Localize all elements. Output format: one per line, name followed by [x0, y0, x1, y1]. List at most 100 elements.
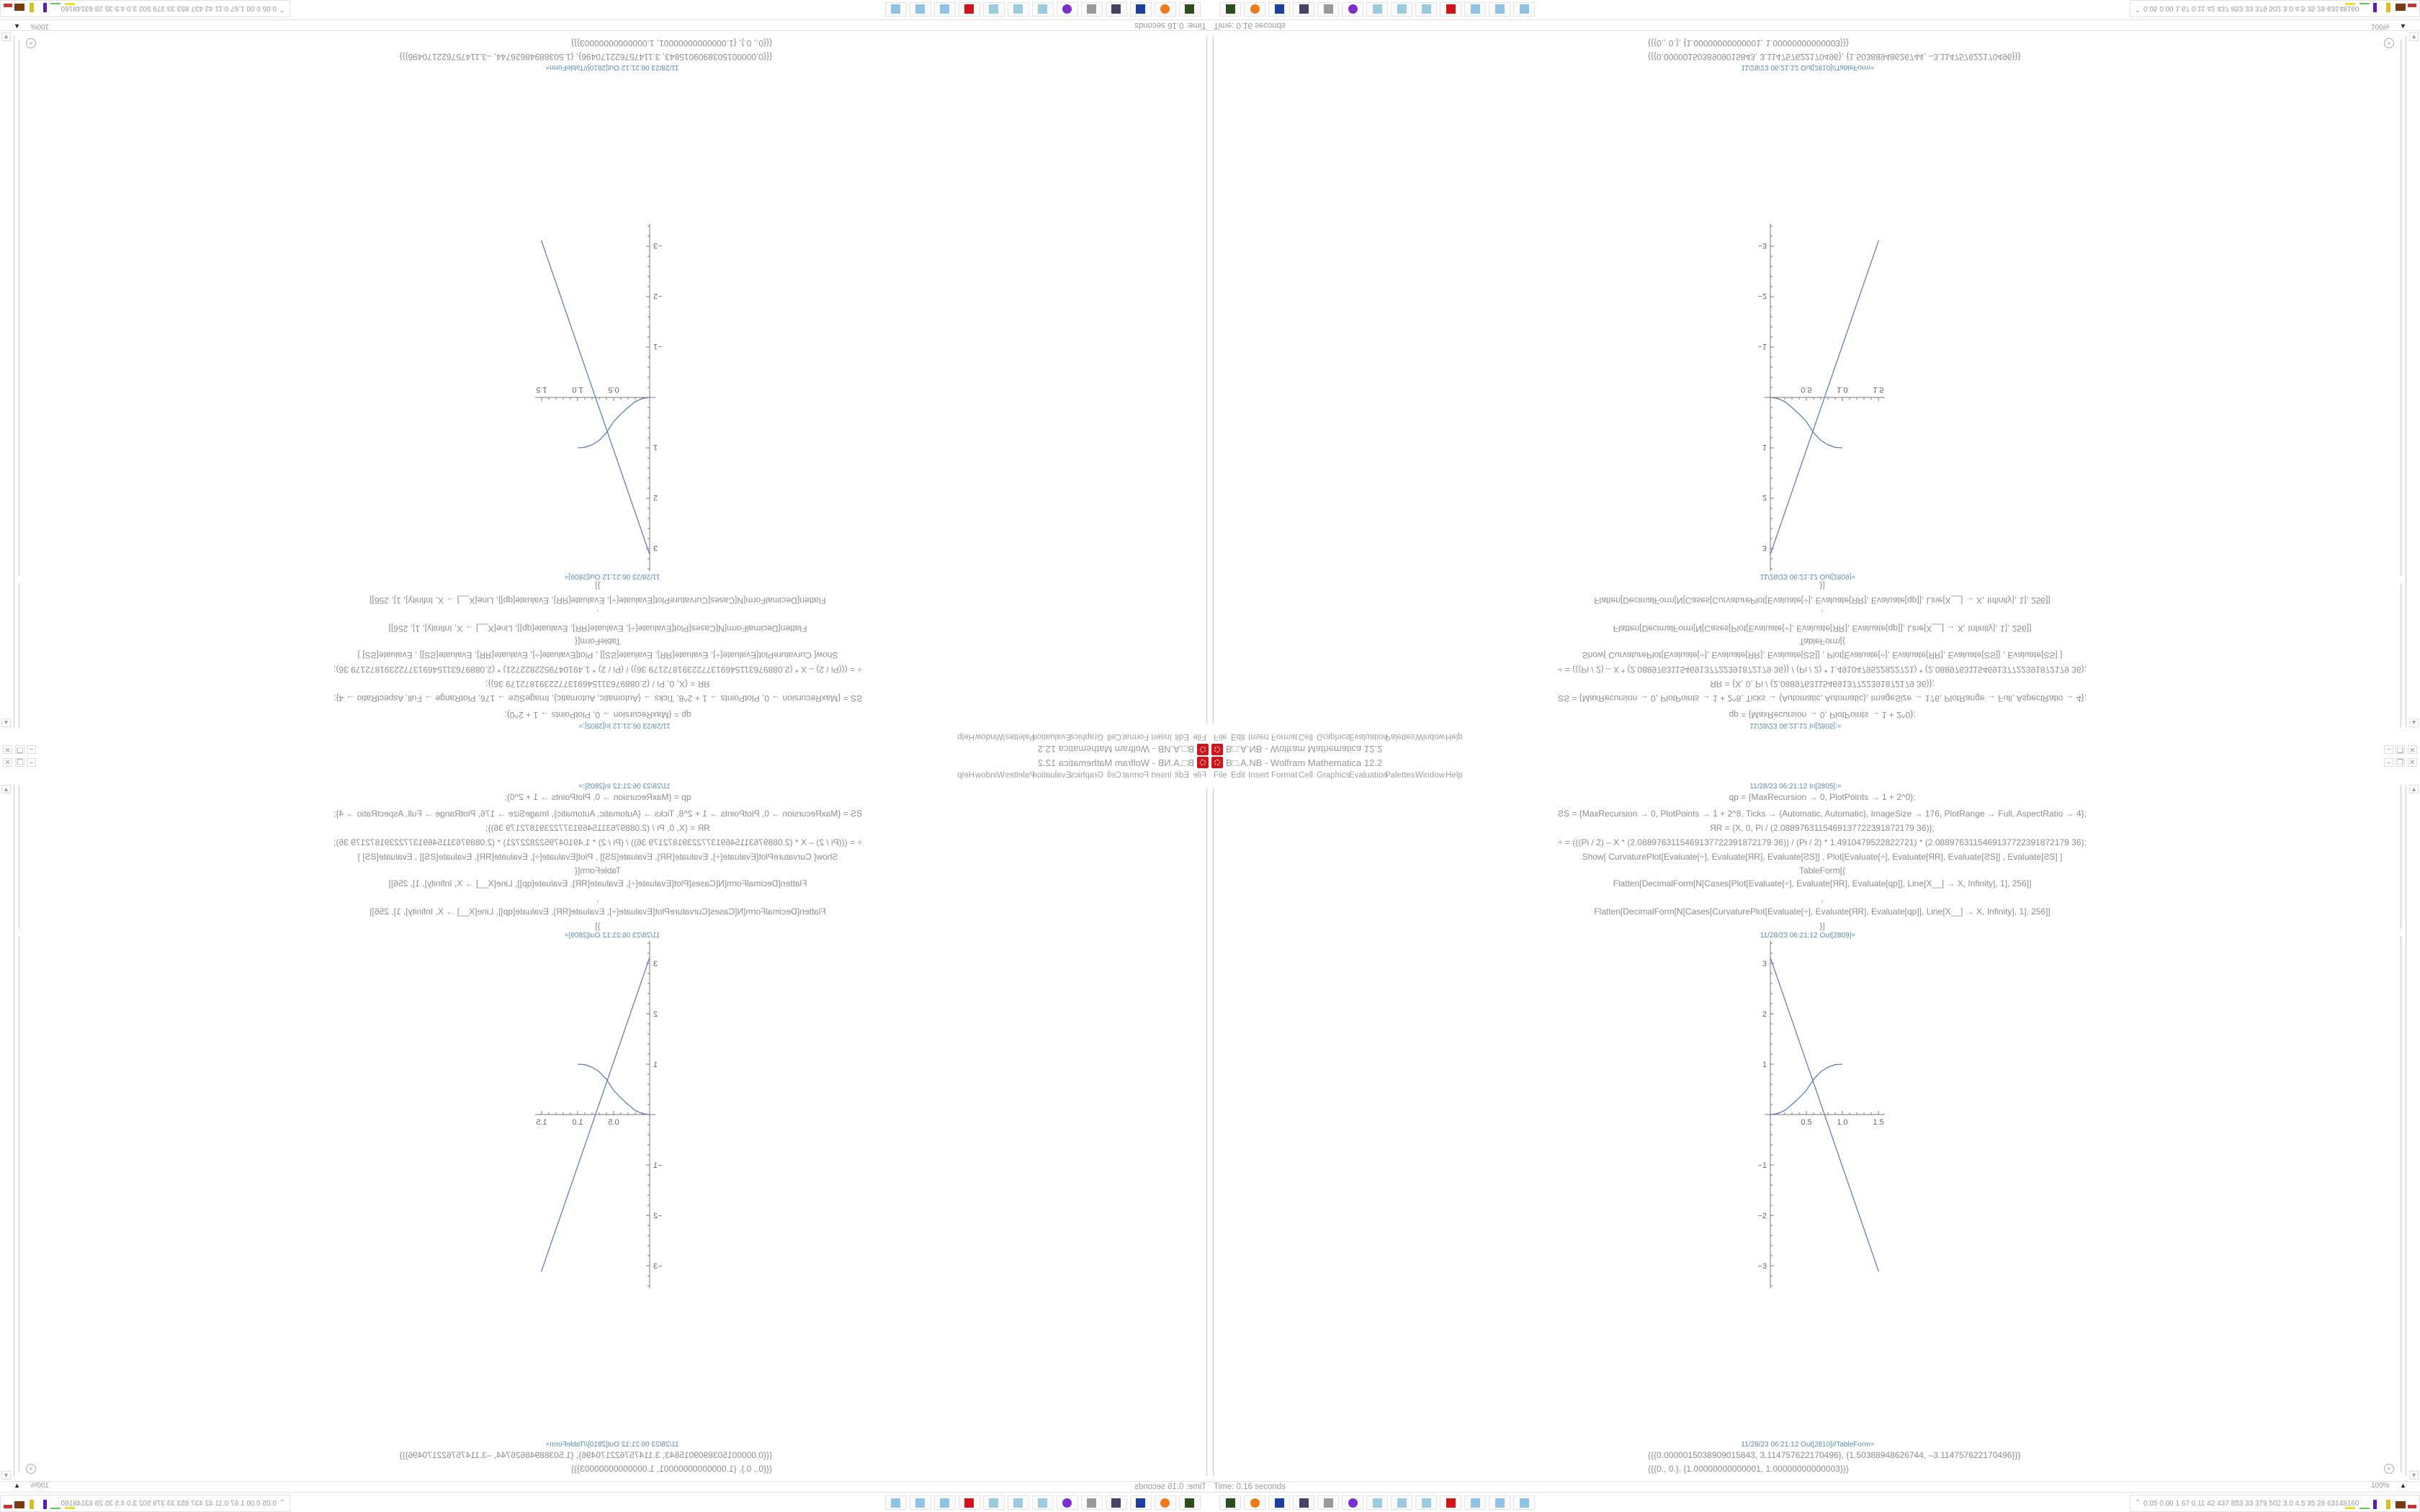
- taskbar-button[interactable]: [1081, 2, 1103, 17]
- scroll-down-button[interactable]: ▾: [1, 1471, 11, 1480]
- menu-palettes[interactable]: Palettes: [1005, 771, 1035, 780]
- code-line[interactable]: }]: [1819, 581, 1825, 591]
- code-line[interactable]: ÷ = (((Pi / 2) – X * (2.0889763115469137…: [1558, 837, 2087, 847]
- menu-evaluation[interactable]: Evaluation: [1032, 771, 1071, 780]
- chevron-up-icon[interactable]: ⌃: [279, 1499, 285, 1507]
- chevron-up-icon[interactable]: ⌃: [2135, 5, 2141, 13]
- taskbar-button[interactable]: [1155, 1495, 1176, 1510]
- code-line[interactable]: ƧS = {MaxRecursion → 0, PlotPoints → 1 +…: [333, 809, 862, 819]
- code-line[interactable]: TableForm[{: [574, 636, 622, 647]
- code-line[interactable]: Flatten[DecimalForm[N[Cases[CurvaturePlo…: [1594, 595, 2051, 606]
- close-button[interactable]: ✕: [3, 745, 12, 754]
- zoom-up-icon[interactable]: ▲: [2400, 1482, 2406, 1489]
- scroll-up-button[interactable]: ▴: [2409, 719, 2419, 727]
- taskbar-button[interactable]: [1244, 1495, 1265, 1510]
- code-line[interactable]: ,: [1821, 894, 1824, 904]
- chevron-down-icon[interactable]: »: [2384, 1464, 2394, 1474]
- code-line[interactable]: ЯR = {X, 0, Pi / (2.08897631154691377223…: [485, 823, 710, 833]
- code-line[interactable]: ,: [1821, 608, 1824, 618]
- taskbar-button[interactable]: [959, 1495, 980, 1510]
- menu-graphics[interactable]: Graphics: [1070, 771, 1103, 780]
- code-line[interactable]: ÷ = (((Pi / 2) – X * (2.0889763115469137…: [333, 837, 862, 847]
- taskbar-button[interactable]: [1008, 2, 1029, 17]
- code-line[interactable]: Flatten[DecimalForm[N[Cases[Plot[Evaluat…: [388, 878, 807, 888]
- scroll-up-button[interactable]: ▴: [1, 785, 11, 793]
- close-button[interactable]: ✕: [2408, 745, 2417, 754]
- taskbar-button[interactable]: [1219, 1495, 1241, 1510]
- zoom-level[interactable]: 100%: [2371, 1482, 2390, 1490]
- taskbar-button[interactable]: [1415, 2, 1437, 17]
- code-line[interactable]: Show[ CurvaturePlot[Evaluate[÷], Evaluat…: [1582, 650, 2063, 660]
- taskbar-button[interactable]: [983, 2, 1005, 17]
- chevron-up-icon[interactable]: ⌃: [279, 5, 285, 13]
- menu-file[interactable]: File: [1214, 732, 1227, 741]
- taskbar-button[interactable]: [1219, 2, 1241, 17]
- menu-edit[interactable]: Edit: [1175, 732, 1189, 741]
- code-line[interactable]: Show[ CurvaturePlot[Evaluate[÷], Evaluat…: [1582, 852, 2063, 862]
- menu-format[interactable]: Format: [1122, 732, 1149, 741]
- chevron-down-icon[interactable]: »: [26, 38, 36, 48]
- minimize-button[interactable]: –: [27, 758, 36, 767]
- taskbar-button[interactable]: [910, 2, 931, 17]
- restore-button[interactable]: ❐: [2396, 745, 2405, 754]
- code-line[interactable]: TableForm[{: [574, 865, 622, 876]
- taskbar-button[interactable]: [1489, 2, 1510, 17]
- menu-format[interactable]: Format: [1271, 771, 1298, 780]
- taskbar-button[interactable]: [1057, 1495, 1078, 1510]
- zoom-up-icon[interactable]: ▲: [2400, 23, 2406, 30]
- menu-evaluation[interactable]: Evaluation: [1349, 771, 1388, 780]
- taskbar-button[interactable]: [1391, 2, 1412, 17]
- menu-window[interactable]: Window: [1415, 732, 1445, 741]
- menu-window[interactable]: Window: [975, 732, 1005, 741]
- menu-edit[interactable]: Edit: [1175, 771, 1189, 780]
- code-line[interactable]: ƧS = {MaxRecursion → 0, PlotPoints → 1 +…: [1558, 693, 2087, 703]
- taskbar-button[interactable]: [1464, 1495, 1486, 1510]
- menu-window[interactable]: Window: [975, 771, 1005, 780]
- code-line[interactable]: Flatten[DecimalForm[N[Cases[Plot[Evaluat…: [1613, 624, 2032, 634]
- taskbar-button[interactable]: [1008, 1495, 1029, 1510]
- menu-help[interactable]: Help: [957, 771, 974, 780]
- menu-cell[interactable]: Cell: [1107, 732, 1121, 741]
- menu-evaluation[interactable]: Evaluation: [1032, 732, 1071, 741]
- code-line[interactable]: ƧS = {MaxRecursion → 0, PlotPoints → 1 +…: [1558, 809, 2087, 819]
- scroll-down-button[interactable]: ▾: [1, 32, 11, 41]
- code-line[interactable]: }]: [595, 581, 601, 591]
- code-line[interactable]: ÷ = (((Pi / 2) – X * (2.0889763115469137…: [1558, 665, 2087, 675]
- code-line[interactable]: ЯR = {X, 0, Pi / (2.08897631154691377223…: [485, 679, 710, 689]
- scroll-up-button[interactable]: ▴: [2409, 785, 2419, 793]
- taskbar-button[interactable]: [1440, 2, 1461, 17]
- menu-palettes[interactable]: Palettes: [1005, 732, 1035, 741]
- restore-button[interactable]: ❐: [15, 758, 24, 767]
- taskbar-button[interactable]: [885, 2, 907, 17]
- menu-help[interactable]: Help: [1446, 771, 1463, 780]
- minimize-button[interactable]: –: [2384, 758, 2393, 767]
- minimize-button[interactable]: –: [2384, 745, 2393, 754]
- menu-cell[interactable]: Cell: [1299, 771, 1313, 780]
- menu-insert[interactable]: Insert: [1248, 771, 1269, 780]
- code-line[interactable]: TableForm[{: [1798, 636, 1846, 647]
- taskbar-button[interactable]: [1106, 1495, 1127, 1510]
- scroll-down-button[interactable]: ▾: [2409, 32, 2419, 41]
- taskbar-button[interactable]: [1293, 2, 1314, 17]
- taskbar-button[interactable]: [1293, 1495, 1314, 1510]
- taskbar-button[interactable]: [1032, 2, 1054, 17]
- zoom-level[interactable]: 100%: [2371, 22, 2390, 30]
- minimize-button[interactable]: –: [27, 745, 36, 754]
- code-line[interactable]: ÷ = (((Pi / 2) – X * (2.0889763115469137…: [333, 665, 862, 675]
- menu-insert[interactable]: Insert: [1151, 771, 1172, 780]
- zoom-level[interactable]: 100%: [30, 1482, 49, 1490]
- taskbar-button[interactable]: [1179, 1495, 1201, 1510]
- menu-help[interactable]: Help: [1446, 732, 1463, 741]
- menu-palettes[interactable]: Palettes: [1385, 732, 1415, 741]
- menu-graphics[interactable]: Graphics: [1317, 732, 1350, 741]
- code-line[interactable]: Show[ CurvaturePlot[Evaluate[÷], Evaluat…: [357, 852, 838, 862]
- code-line[interactable]: Flatten[DecimalForm[N[Cases[CurvaturePlo…: [1594, 906, 2051, 917]
- menu-graphics[interactable]: Graphics: [1317, 771, 1350, 780]
- taskbar-button[interactable]: [1440, 1495, 1461, 1510]
- taskbar-button[interactable]: [1489, 1495, 1510, 1510]
- taskbar-button[interactable]: [1032, 1495, 1054, 1510]
- code-line[interactable]: ,: [596, 894, 599, 904]
- code-line[interactable]: qp = {MaxRecursion → 0, PlotPoints → 1 +…: [504, 792, 691, 802]
- restore-button[interactable]: ❐: [15, 745, 24, 754]
- code-line[interactable]: Flatten[DecimalForm[N[Cases[Plot[Evaluat…: [388, 624, 807, 634]
